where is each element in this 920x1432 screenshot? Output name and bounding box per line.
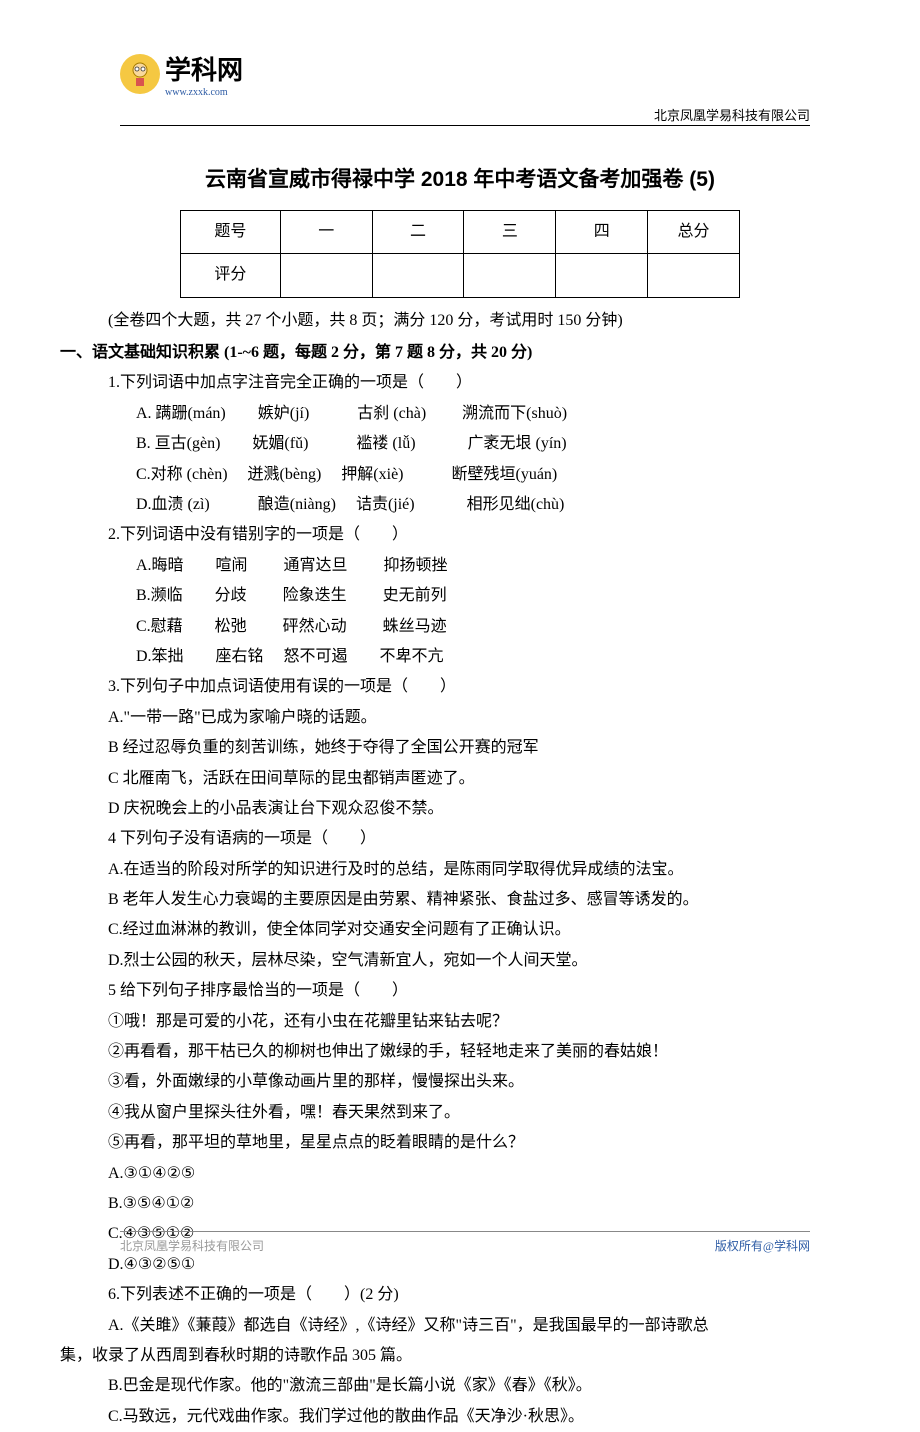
section1-heading: 一、语文基础知识积累 (1-~6 题，每题 2 分，第 7 题 8 分，共 20… — [60, 338, 860, 368]
th-2: 二 — [372, 210, 464, 253]
footer-company: 北京凤凰学易科技有限公司 — [120, 1237, 264, 1254]
q3: 3.下列句子中加点词语使用有误的一项是（ ） A."一带一路"已成为家喻户晓的话… — [108, 672, 860, 824]
q1-optD: D.血渍 (zì) 酿造(niàng) 诘责(jié) 相形见绌(chù) — [136, 490, 860, 520]
footer-site: 学科网 — [774, 1239, 810, 1253]
q4-optC: C.经过血淋淋的教训，使全体同学对交通安全问题有了正确认识。 — [108, 915, 860, 945]
table-row: 评分 — [181, 254, 740, 297]
q1-optA: A. 蹒跚(mán) 嫉妒(jí) 古刹 (chà) 溯流而下(shuò) — [136, 399, 860, 429]
row2-label: 评分 — [181, 254, 281, 297]
q5-optB: B.③⑤④①② — [108, 1189, 860, 1219]
q4-optB: B 老年人发生心力衰竭的主要原因是由劳累、精神紧张、食盐过多、感冒等诱发的。 — [108, 885, 860, 915]
q1-stem: 1.下列词语中加点字注音完全正确的一项是（ ） — [108, 368, 860, 398]
cell-blank — [556, 254, 648, 297]
boy-icon — [126, 60, 154, 88]
q4-optD: D.烈士公园的秋天，层林尽染，空气清新宜人，宛如一个人间天堂。 — [108, 946, 860, 976]
q5-line1: ①哦！那是可爱的小花，还有小虫在花瓣里钻来钻去呢？ — [108, 1007, 860, 1037]
q2-optB: B.濒临 分歧 险象迭生 史无前列 — [136, 581, 860, 611]
logo-main: 学科网 — [165, 50, 243, 87]
logo-block: 学科网 www.zxxk.com — [120, 50, 243, 98]
score-table: 题号 一 二 三 四 总分 评分 — [180, 210, 740, 298]
q5: 5 给下列句子排序最恰当的一项是（ ） ①哦！那是可爱的小花，还有小虫在花瓣里钻… — [108, 976, 860, 1280]
q4-stem: 4 下列句子没有语病的一项是（ ） — [108, 824, 860, 854]
q4-optA: A.在适当的阶段对所学的知识进行及时的总结，是陈雨同学取得优异成绩的法宝。 — [108, 855, 860, 885]
q3-optA: A."一带一路"已成为家喻户晓的话题。 — [108, 703, 860, 733]
q5-line3: ③看，外面嫩绿的小草像动画片里的那样，慢慢探出头来。 — [108, 1067, 860, 1097]
q1: 1.下列词语中加点字注音完全正确的一项是（ ） A. 蹒跚(mán) 嫉妒(jí… — [108, 368, 860, 520]
logo-text-block: 学科网 www.zxxk.com — [165, 50, 243, 98]
q6-optB: B.巴金是现代作家。他的"激流三部曲"是长篇小说《家》《春》《秋》。 — [108, 1371, 860, 1401]
header-company: 北京凤凰学易科技有限公司 — [654, 105, 810, 124]
footer-right: 版权所有@学科网 — [715, 1237, 810, 1254]
page-title: 云南省宣威市得禄中学 2018 年中考语文备考加强卷 (5) — [60, 160, 860, 200]
q5-line5: ⑤再看，那平坦的草地里，星星点点的眨着眼睛的是什么？ — [108, 1128, 860, 1158]
footer-divider — [120, 1231, 810, 1232]
th-label: 题号 — [181, 210, 281, 253]
q5-optD: D.④③②⑤① — [108, 1250, 860, 1280]
footer-copyright: 版权所有@ — [715, 1239, 774, 1253]
header-divider — [120, 125, 810, 126]
q5-line2: ②再看看，那干枯已久的柳树也伸出了嫩绿的手，轻轻地走来了美丽的春姑娘！ — [108, 1037, 860, 1067]
q6-rest: B.巴金是现代作家。他的"激流三部曲"是长篇小说《家》《春》《秋》。 C.马致远… — [108, 1371, 860, 1432]
th-4: 四 — [556, 210, 648, 253]
q6: 6.下列表述不正确的一项是（ ）(2 分) A.《关雎》《蒹葭》都选自《诗经》,… — [108, 1280, 860, 1341]
q4: 4 下列句子没有语病的一项是（ ） A.在适当的阶段对所学的知识进行及时的总结，… — [108, 824, 860, 976]
exam-info: (全卷四个大题，共 27 个小题，共 8 页；满分 120 分，考试用时 150… — [60, 306, 860, 336]
q5-optA: A.③①④②⑤ — [108, 1159, 860, 1189]
q6-optC: C.马致远，元代戏曲作家。我们学过他的散曲作品《天净沙·秋思》。 — [108, 1402, 860, 1432]
q2-optD: D.笨拙 座右铭 怒不可遏 不卑不亢 — [136, 642, 860, 672]
cell-blank — [372, 254, 464, 297]
q3-optB: B 经过忍辱负重的刻苦训练，她终于夺得了全国公开赛的冠军 — [108, 733, 860, 763]
q2: 2.下列词语中没有错别字的一项是（ ） A.晦暗 喧闹 通宵达旦 抑扬顿挫 B.… — [108, 520, 860, 672]
q3-stem: 3.下列句子中加点词语使用有误的一项是（ ） — [108, 672, 860, 702]
q3-optC: C 北雁南飞，活跃在田间草际的昆虫都销声匿迹了。 — [108, 764, 860, 794]
th-1: 一 — [280, 210, 372, 253]
q1-optB: B. 亘古(gèn) 妩媚(fǔ) 褴褛 (lǚ) 广袤无垠 (yín) — [136, 429, 860, 459]
th-total: 总分 — [648, 210, 740, 253]
q6-optA-p2: 集，收录了从西周到春秋时期的诗歌作品 305 篇。 — [60, 1341, 860, 1371]
q2-optA: A.晦暗 喧闹 通宵达旦 抑扬顿挫 — [136, 551, 860, 581]
table-row: 题号 一 二 三 四 总分 — [181, 210, 740, 253]
q6-optA-p1: A.《关雎》《蒹葭》都选自《诗经》,《诗经》又称"诗三百"，是我国最早的一部诗歌… — [108, 1311, 860, 1341]
q5-line4: ④我从窗户里探头往外看，嘿！春天果然到来了。 — [108, 1098, 860, 1128]
cell-blank — [464, 254, 556, 297]
q2-optC: C.慰藉 松弛 砰然心动 蛛丝马迹 — [136, 612, 860, 642]
cell-blank — [280, 254, 372, 297]
q1-optC: C.对称 (chèn) 迸溅(bèng) 押解(xiè) 断壁残垣(yuán) — [136, 460, 860, 490]
th-3: 三 — [464, 210, 556, 253]
q3-optD: D 庆祝晚会上的小品表演让台下观众忍俊不禁。 — [108, 794, 860, 824]
logo-icon — [120, 54, 160, 94]
q2-stem: 2.下列词语中没有错别字的一项是（ ） — [108, 520, 860, 550]
q6-stem: 6.下列表述不正确的一项是（ ）(2 分) — [108, 1280, 860, 1310]
cell-blank — [648, 254, 740, 297]
logo-url: www.zxxk.com — [165, 87, 243, 98]
q5-stem: 5 给下列句子排序最恰当的一项是（ ） — [108, 976, 860, 1006]
